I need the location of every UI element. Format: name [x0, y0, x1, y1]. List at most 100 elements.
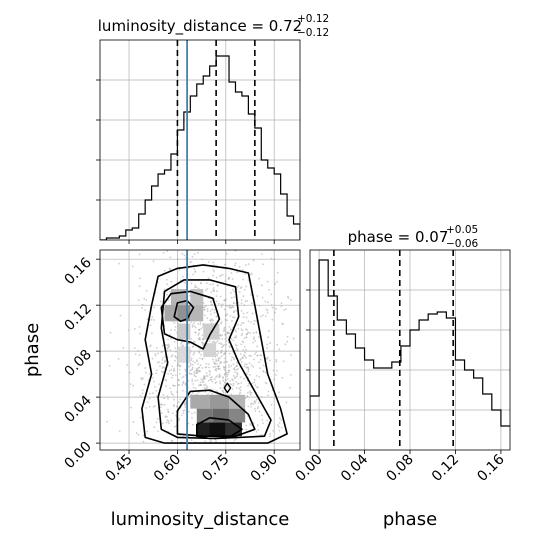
scatter-point: [226, 378, 229, 381]
scatter-point: [215, 440, 218, 443]
scatter-point: [233, 264, 236, 267]
scatter-point: [245, 363, 248, 366]
contour-level-1-lower: [196, 417, 243, 440]
scatter-point: [225, 343, 228, 346]
scatter-point: [270, 304, 273, 307]
scatter-point: [225, 350, 228, 353]
density-cell-17: [203, 343, 217, 357]
scatter-point: [177, 363, 180, 365]
scatter-point: [167, 343, 170, 346]
scatter-point: [178, 368, 181, 371]
scatter-point: [122, 346, 125, 349]
scatter-point: [182, 412, 185, 415]
density-cell-6: [190, 394, 210, 409]
scatter-point: [275, 360, 278, 363]
scatter-point: [264, 371, 267, 374]
scatter-point: [171, 365, 174, 368]
scatter-point: [168, 370, 171, 372]
scatter-point: [252, 332, 255, 334]
scatter-point: [183, 409, 186, 412]
scatter-point: [255, 374, 258, 377]
scatter-point: [179, 434, 181, 437]
right-histogram: [310, 259, 510, 450]
scatter-point: [231, 305, 234, 308]
scatter-point: [280, 305, 283, 308]
scatter-point: [168, 344, 171, 347]
scatter-point: [131, 265, 134, 268]
density-cell-16: [177, 346, 191, 363]
scatter-point: [239, 389, 242, 392]
luminosity-distance-histogram-step: [100, 55, 300, 240]
scatter-point: [189, 246, 191, 248]
scatter-point: [239, 376, 242, 379]
scatter-point: [216, 354, 219, 357]
scatter-point: [230, 291, 232, 294]
scatter-point: [139, 395, 142, 397]
scatter-point: [235, 386, 238, 389]
scatter-point: [218, 302, 220, 305]
scatter-point: [231, 388, 234, 390]
scatter-point: [189, 362, 192, 365]
scatter-point: [245, 366, 248, 369]
scatter-point: [224, 318, 227, 321]
scatter-point: [222, 391, 225, 394]
scatter-point: [187, 410, 190, 413]
scatter-point: [267, 329, 270, 332]
scatter-point: [195, 369, 198, 372]
scatter-point: [144, 309, 147, 311]
scatter-point: [276, 424, 279, 426]
scatter-point: [220, 305, 223, 308]
scatter-point: [237, 285, 240, 287]
scatter-point: [205, 289, 207, 292]
scatter-point: [193, 325, 196, 328]
scatter-point: [232, 368, 235, 370]
scatter-point: [237, 327, 240, 330]
scatter-point: [257, 429, 260, 431]
scatter-point: [181, 252, 184, 255]
scatter-point: [167, 299, 170, 301]
density-cell-5: [229, 408, 246, 423]
scatter-point: [247, 320, 250, 323]
scatter-point: [166, 419, 169, 422]
scatter-point: [209, 283, 212, 286]
scatter-point: [183, 404, 186, 407]
scatter-point: [212, 365, 215, 368]
scatter-point: [218, 342, 221, 345]
scatter-point: [208, 363, 210, 366]
scatter-point: [194, 375, 197, 378]
scatter-point: [225, 253, 228, 255]
scatter-point: [223, 326, 226, 329]
joint-ytick-label-3: 0.12: [61, 301, 94, 334]
scatter-point: [192, 383, 195, 385]
scatter-point: [225, 336, 228, 339]
scatter-point: [193, 268, 196, 270]
scatter-point: [163, 403, 166, 406]
scatter-point: [269, 342, 272, 344]
scatter-point: [212, 269, 215, 271]
scatter-point: [170, 329, 173, 331]
scatter-point: [174, 374, 177, 377]
scatter-point: [233, 336, 236, 339]
scatter-point: [178, 417, 180, 420]
scatter-point: [282, 360, 285, 363]
scatter-point: [212, 261, 215, 264]
scatter-point: [161, 358, 164, 361]
scatter-point: [258, 376, 261, 378]
luminosity-distance-title: luminosity_distance = 0.72: [98, 17, 302, 36]
scatter-point: [222, 212, 224, 214]
scatter-point: [139, 416, 142, 419]
scatter-point: [180, 414, 183, 417]
scatter-point: [266, 419, 269, 422]
scatter-point: [218, 367, 221, 370]
scatter-point: [233, 316, 236, 319]
scatter-point: [250, 364, 253, 367]
scatter-point: [175, 246, 177, 248]
scatter-point: [202, 376, 205, 379]
scatter-point: [235, 309, 238, 312]
scatter-point: [169, 333, 172, 336]
scatter-point: [207, 393, 209, 396]
scatter-point: [192, 392, 194, 394]
scatter-point: [143, 383, 146, 386]
scatter-point: [237, 367, 240, 370]
